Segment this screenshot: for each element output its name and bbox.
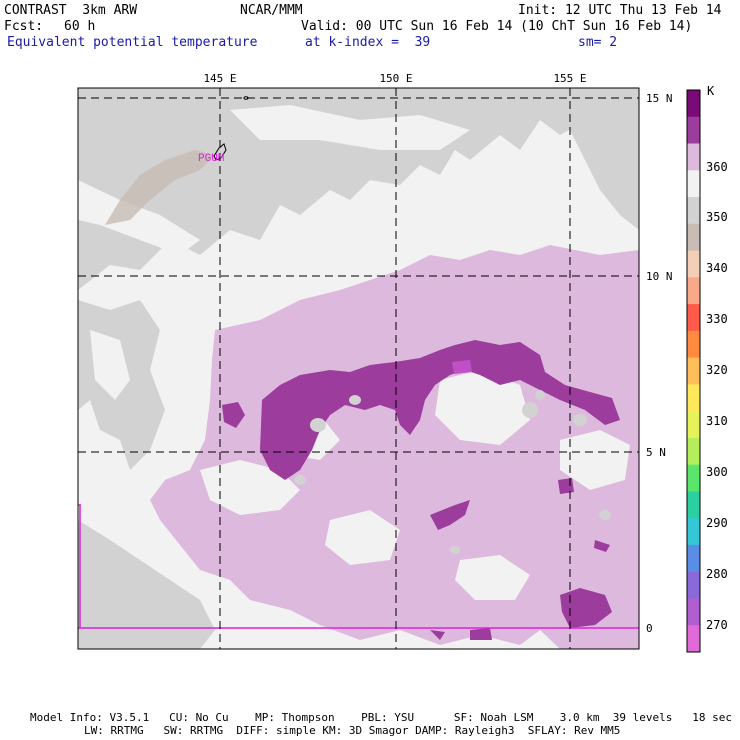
tan-patch xyxy=(105,150,215,225)
lon-label-155e: 155 E xyxy=(553,72,586,85)
dark-purple-blob-west xyxy=(222,402,245,428)
colorbar-label: 270 xyxy=(706,618,728,632)
lon-label-145e: 145 E xyxy=(203,72,236,85)
colorbar-swatch xyxy=(687,437,700,466)
gray-blob xyxy=(294,475,306,485)
colorbar-swatch xyxy=(687,116,700,144)
colorbar-label: 290 xyxy=(706,516,728,530)
colorbar-swatch xyxy=(687,330,700,359)
lat-label-5n: 5 N xyxy=(646,446,666,459)
colorbar-swatch xyxy=(687,357,700,385)
colorbar-swatch xyxy=(687,571,700,599)
colorbar-swatch xyxy=(687,304,700,332)
gray-blob xyxy=(349,395,361,405)
colorbar-labels: 360 350 340 330 320 310 300 290 280 270 xyxy=(706,160,728,632)
colorbar-unit: K xyxy=(707,84,715,98)
colorbar-swatch xyxy=(687,90,700,118)
white-hole-2 xyxy=(325,510,400,565)
station-label: PGUM xyxy=(198,153,224,165)
colorbar-swatch xyxy=(687,384,700,412)
forecast-label: Fcst: xyxy=(4,19,44,34)
colorbar-swatch xyxy=(687,170,700,198)
guam-island xyxy=(213,143,227,161)
gray-blob xyxy=(599,510,611,520)
colorbar-label: 360 xyxy=(706,160,728,174)
colorbar-label: 320 xyxy=(706,363,728,377)
vertical-level: at k-index = 39 xyxy=(305,35,431,50)
white-hole-1 xyxy=(200,460,300,515)
model-name: CONTRAST 3km ARW xyxy=(4,3,138,18)
colorbar-swatch xyxy=(687,544,700,573)
white-hole-4 xyxy=(560,430,630,490)
colorbar-label: 310 xyxy=(706,414,728,428)
valid-time: Valid: 00 UTC Sun 16 Feb 14 (10 ChT Sun … xyxy=(301,19,693,34)
dark-purple-blob-south-6 xyxy=(430,630,445,640)
gray-blob xyxy=(573,414,587,426)
lat-label-0: 0 xyxy=(646,622,653,635)
magenta-spot xyxy=(452,360,472,374)
model-info-line-1: Model Info: V3.5.1 CU: No Cu MP: Thompso… xyxy=(30,711,732,724)
white-hole-3 xyxy=(435,370,530,445)
colorbar-swatch xyxy=(687,598,700,626)
colorbar-label: 350 xyxy=(706,210,728,224)
dark-purple-blob-south-1 xyxy=(430,500,470,530)
smoothing: sm= 2 xyxy=(578,35,618,50)
colorbar-swatch xyxy=(687,518,700,546)
colorbar-label: 280 xyxy=(706,567,728,581)
init-time: Init: 12 UTC Thu 13 Feb 14 xyxy=(518,3,722,18)
lat-label-10n: 10 N xyxy=(646,270,673,283)
colorbar-swatch xyxy=(687,625,700,653)
organization: NCAR/MMM xyxy=(240,3,303,18)
theta-e-field xyxy=(78,88,639,649)
gray-region-east xyxy=(560,88,639,230)
dark-purple-blob-south-5 xyxy=(470,628,492,640)
white-streak-2 xyxy=(230,105,470,150)
gray-blob xyxy=(535,390,545,400)
gray-region-southwest xyxy=(78,520,215,649)
colorbar-label: 330 xyxy=(706,312,728,326)
colorbar-swatch xyxy=(687,491,700,519)
lat-label-15n: 15 N xyxy=(646,92,673,105)
model-info-line-2: LW: RRTMG SW: RRTMG DIFF: simple KM: 3D … xyxy=(84,724,621,737)
colorbar-label: 300 xyxy=(706,465,728,479)
forecast-hours: 60 h xyxy=(64,19,96,34)
white-streak-3 xyxy=(90,330,130,400)
gray-blob xyxy=(450,546,460,554)
gray-blob xyxy=(522,402,538,418)
colorbar-swatch xyxy=(687,197,700,225)
colorbar-label: 340 xyxy=(706,261,728,275)
plot-frame xyxy=(77,87,640,650)
dark-purple-blob-south-2 xyxy=(560,588,612,628)
dark-purple-band xyxy=(260,340,620,480)
dark-purple-blob-south-3 xyxy=(558,478,574,494)
colorbar-swatch xyxy=(687,464,700,492)
colorbar-swatch xyxy=(687,277,700,305)
dark-purple-blob-south-4 xyxy=(594,540,610,552)
colorbar-swatch xyxy=(687,411,700,439)
white-streak-1 xyxy=(78,180,200,255)
lat-lon-grid xyxy=(78,88,639,649)
colorbar-swatch xyxy=(687,223,700,251)
white-hole-5 xyxy=(455,555,530,600)
lon-label-150e: 150 E xyxy=(379,72,412,85)
gray-region-north xyxy=(78,88,639,290)
colorbar xyxy=(686,89,701,653)
colorbar-swatch xyxy=(687,143,700,171)
colorbar-swatch xyxy=(687,250,700,278)
field-name: Equivalent potential temperature xyxy=(7,35,258,50)
colorbar-frame xyxy=(686,89,701,653)
gray-blob xyxy=(310,418,326,432)
